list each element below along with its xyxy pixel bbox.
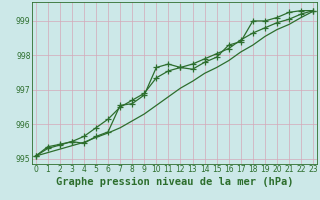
X-axis label: Graphe pression niveau de la mer (hPa): Graphe pression niveau de la mer (hPa) — [56, 177, 293, 187]
